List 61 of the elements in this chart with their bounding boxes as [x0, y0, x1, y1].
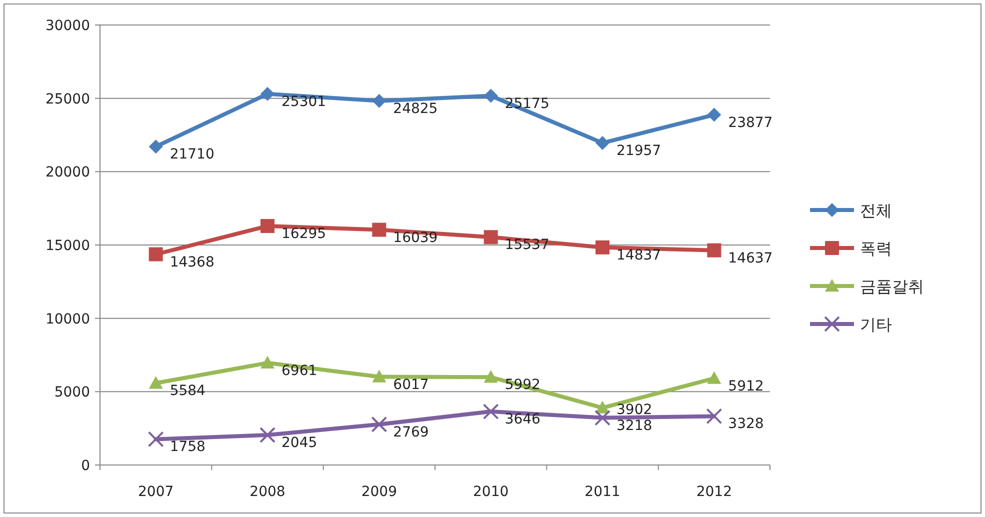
data-label: 24825 — [393, 100, 438, 117]
point — [372, 94, 386, 108]
y-tick-label: 20000 — [45, 164, 90, 181]
x-tick-label: 2010 — [473, 484, 509, 500]
point — [148, 431, 164, 448]
data-label: 25301 — [282, 94, 326, 110]
data-label: 14637 — [728, 250, 773, 266]
y-tick-label: 0 — [81, 458, 90, 474]
point — [707, 108, 722, 122]
point — [484, 88, 498, 103]
data-label: 2769 — [393, 424, 429, 440]
data-label: 3328 — [728, 416, 764, 432]
data-label: 6017 — [393, 376, 429, 393]
data-label: 14368 — [170, 254, 214, 270]
y-tick-label: 15000 — [45, 238, 90, 254]
data-label: 21957 — [616, 142, 662, 159]
data-label: 5912 — [728, 378, 764, 394]
point — [372, 222, 386, 237]
data-label: 3902 — [616, 402, 652, 418]
y-tick-label: 25000 — [45, 91, 90, 108]
point — [260, 219, 274, 234]
x-tick-label: 2008 — [250, 484, 286, 500]
y-tick-label: 5000 — [54, 384, 90, 401]
data-label: 16295 — [282, 226, 326, 242]
point — [484, 370, 498, 383]
data-label: 2045 — [282, 435, 318, 452]
point — [707, 371, 722, 384]
data-label: 5584 — [170, 383, 206, 400]
legend-label: 기타 — [860, 315, 892, 334]
point — [260, 356, 274, 369]
data-label: 21710 — [170, 146, 214, 163]
point — [484, 230, 498, 244]
point — [594, 410, 610, 426]
data-label: 3218 — [616, 418, 652, 434]
point — [148, 376, 163, 389]
point — [148, 140, 163, 154]
point — [707, 243, 722, 258]
x-tick-label: 2012 — [696, 484, 732, 500]
legend-label: 전체 — [860, 201, 892, 220]
legend-label: 금품갈취 — [860, 277, 924, 296]
x-tick-label: 2011 — [584, 484, 620, 500]
data-label: 23877 — [728, 114, 773, 131]
x-tick-label: 2009 — [361, 484, 397, 500]
data-label: 1758 — [170, 439, 206, 456]
data-label: 3646 — [504, 412, 541, 428]
x-tick-label: 2007 — [138, 484, 174, 500]
legend-label: 폭력 — [860, 239, 892, 258]
data-label: 14837 — [616, 247, 662, 264]
point — [596, 136, 610, 150]
point — [596, 240, 610, 254]
point — [371, 416, 388, 432]
point — [148, 247, 163, 262]
point — [706, 408, 722, 424]
point — [260, 427, 276, 444]
point — [260, 86, 274, 101]
data-label: 16039 — [393, 230, 438, 246]
y-tick-label: 10000 — [45, 311, 90, 328]
point — [372, 370, 386, 382]
data-label: 15537 — [504, 237, 550, 254]
y-tick-label: 30000 — [45, 18, 90, 34]
point — [482, 404, 499, 420]
